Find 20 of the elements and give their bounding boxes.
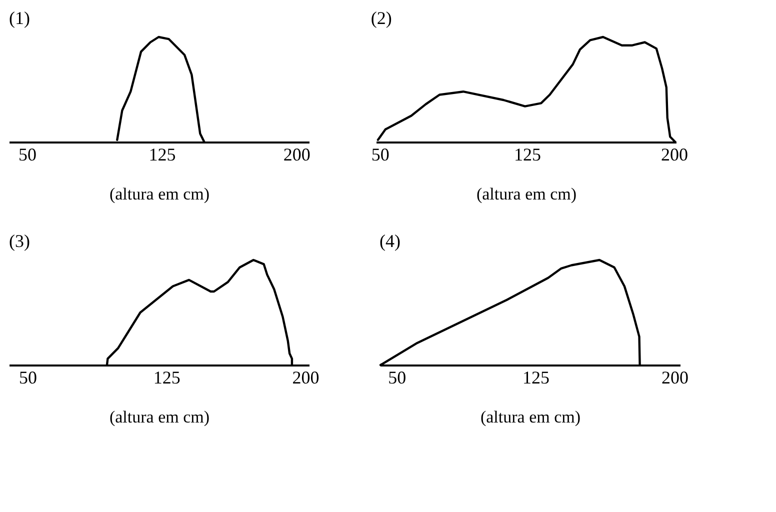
x-axis-title: (altura em cm) (480, 408, 581, 426)
x-tick-label: 125 (153, 368, 180, 388)
chart-title: (4) (379, 230, 400, 251)
x-tick-label: 200 (292, 368, 320, 388)
x-tick-label: 200 (661, 368, 688, 388)
x-axis-title: (altura em cm) (109, 408, 210, 426)
x-tick-label: 50 (388, 368, 406, 388)
chart-title: (1) (9, 8, 30, 28)
x-tick-label: 125 (522, 368, 550, 388)
chart-title: (3) (9, 230, 30, 251)
x-tick-label: 200 (661, 144, 688, 164)
x-tick-label: 50 (19, 368, 38, 388)
x-axis-title: (altura em cm) (109, 184, 210, 204)
x-tick-label: 50 (18, 144, 36, 164)
x-tick-label: 125 (514, 144, 541, 164)
x-tick-label: 50 (371, 144, 390, 164)
x-tick-label: 200 (283, 144, 310, 164)
x-tick-label: 125 (148, 144, 176, 164)
chart-title: (2) (370, 8, 392, 28)
x-axis-title: (altura em cm) (476, 184, 577, 204)
